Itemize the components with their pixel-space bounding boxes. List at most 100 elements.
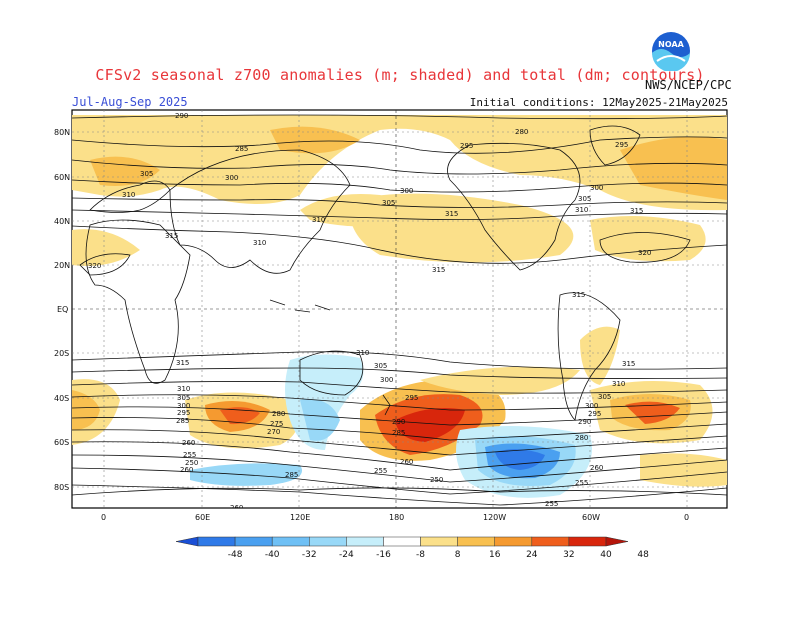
svg-text:280: 280 (515, 128, 528, 136)
svg-text:280: 280 (575, 434, 588, 442)
svg-text:295: 295 (615, 141, 628, 149)
svg-text:305: 305 (382, 199, 395, 207)
svg-text:300: 300 (177, 402, 190, 410)
svg-text:250: 250 (185, 459, 198, 467)
svg-text:280: 280 (272, 410, 285, 418)
svg-text:310: 310 (356, 349, 369, 357)
noaa-logo-icon: NOAA (652, 32, 690, 71)
colorbar-segment (346, 536, 384, 547)
svg-text:255: 255 (545, 500, 558, 508)
lat-label: EQ (57, 305, 68, 314)
colorbar-tick-label: -8 (416, 550, 425, 560)
svg-text:290: 290 (392, 418, 405, 426)
lon-label: 60E (195, 513, 210, 522)
svg-text:320: 320 (638, 249, 651, 257)
coastlines (72, 125, 727, 496)
svg-text:310: 310 (612, 380, 625, 388)
colorbar-tick-label: 40 (600, 550, 612, 560)
svg-text:295: 295 (460, 142, 473, 150)
svg-text:320: 320 (88, 262, 101, 270)
svg-text:300: 300 (585, 402, 598, 410)
svg-text:295: 295 (405, 394, 418, 402)
colorbar-tick-label: -40 (265, 550, 280, 560)
contour-lines (72, 114, 727, 506)
agency-label: NWS/NCEP/CPC (645, 78, 732, 92)
svg-text:310: 310 (253, 239, 266, 247)
svg-text:285: 285 (176, 417, 189, 425)
lat-label: 40N (54, 217, 70, 226)
colorbar-segment (271, 536, 310, 547)
lat-label: 40S (54, 394, 69, 403)
svg-text:315: 315 (572, 291, 585, 299)
svg-text:310: 310 (177, 385, 190, 393)
svg-text:255: 255 (575, 479, 588, 487)
lat-label: 80S (54, 483, 69, 492)
svg-text:305: 305 (598, 393, 611, 401)
svg-text:255: 255 (374, 467, 387, 475)
svg-text:NOAA: NOAA (658, 40, 684, 49)
svg-text:260: 260 (590, 464, 603, 472)
colorbar-segment (383, 536, 421, 547)
svg-text:305: 305 (140, 170, 153, 178)
lat-label: 20N (54, 261, 70, 270)
svg-text:315: 315 (445, 210, 458, 218)
lon-label: 0 (684, 513, 689, 522)
colorbar-segment (309, 536, 347, 547)
svg-text:315: 315 (432, 266, 445, 274)
svg-text:300: 300 (400, 187, 413, 195)
colorbar-arrow-low (175, 536, 199, 547)
svg-text:300: 300 (590, 184, 603, 192)
svg-text:285: 285 (235, 145, 248, 153)
svg-text:275: 275 (270, 420, 283, 428)
svg-text:260: 260 (230, 504, 243, 512)
svg-text:315: 315 (176, 359, 189, 367)
svg-text:315: 315 (622, 360, 635, 368)
svg-text:300: 300 (225, 174, 238, 182)
colorbar-tick-label: 48 (637, 550, 649, 560)
colorbar: -48 -40 -32 -24 -16 -8 8 16 24 32 40 48 (175, 536, 649, 560)
colorbar-tick-label: 24 (526, 550, 538, 560)
svg-text:285: 285 (392, 429, 405, 437)
colorbar-segment (568, 536, 607, 547)
lon-axis-labels: 0 60E 120E 180 120W 60W 0 (101, 513, 689, 522)
svg-text:250: 250 (430, 476, 443, 484)
season-label: Jul-Aug-Sep 2025 (72, 95, 188, 109)
colorbar-tick-label: -48 (228, 550, 243, 560)
colorbar-segment (457, 536, 495, 547)
colorbar-segment (420, 536, 458, 547)
svg-text:305: 305 (177, 394, 190, 402)
svg-text:260: 260 (182, 439, 195, 447)
colorbar-segment (531, 536, 570, 547)
lat-axis-labels: 80N 60N 40N 20N EQ 20S 40S 60S 80S (54, 128, 70, 492)
lon-label: 120W (483, 513, 506, 522)
svg-text:295: 295 (588, 410, 601, 418)
svg-text:310: 310 (122, 191, 135, 199)
svg-text:310: 310 (312, 216, 325, 224)
lon-label: 120E (290, 513, 310, 522)
lon-label: 60W (582, 513, 600, 522)
svg-text:305: 305 (578, 195, 591, 203)
graticule (72, 110, 727, 508)
svg-text:305: 305 (374, 362, 387, 370)
colorbar-tick-label: -32 (302, 550, 317, 560)
svg-text:290: 290 (175, 112, 188, 120)
lat-label: 80N (54, 128, 70, 137)
colorbar-segment (197, 536, 236, 547)
svg-text:300: 300 (380, 376, 393, 384)
colorbar-segment (234, 536, 273, 547)
svg-text:285: 285 (285, 471, 298, 479)
lat-label: 60S (54, 438, 69, 447)
initial-conditions-label: Initial conditions: 12May2025-21May2025 (469, 96, 728, 109)
svg-text:255: 255 (183, 451, 196, 459)
svg-text:310: 310 (575, 206, 588, 214)
svg-text:315: 315 (165, 232, 178, 240)
contour-labels: 290 285 280 295 295 300 305 310 300 305 … (88, 112, 651, 512)
colorbar-tick-label: -24 (339, 550, 354, 560)
lon-label: 180 (389, 513, 404, 522)
svg-text:295: 295 (177, 409, 190, 417)
svg-text:260: 260 (180, 466, 193, 474)
chart-title: CFSv2 seasonal z700 anomalies (m; shaded… (95, 66, 705, 84)
lat-label: 20S (54, 349, 69, 358)
colorbar-tick-label: 16 (489, 550, 501, 560)
